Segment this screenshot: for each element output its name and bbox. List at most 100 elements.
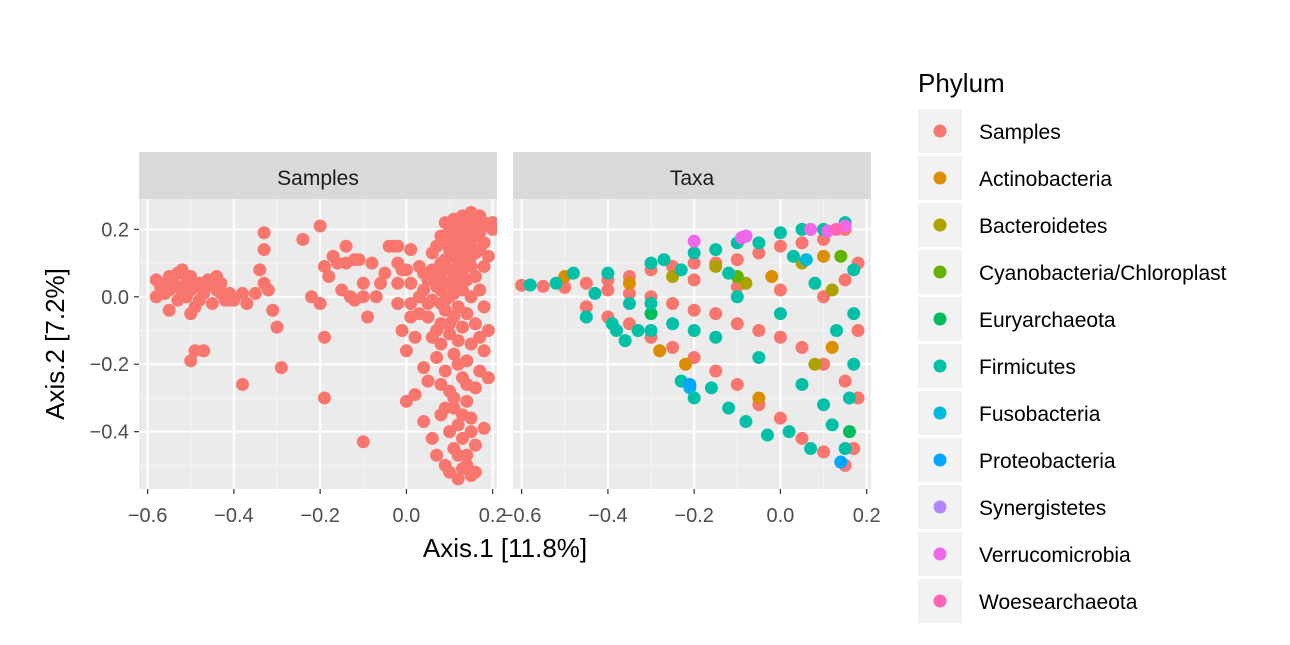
data-point: [722, 401, 736, 415]
data-point: [223, 293, 237, 307]
x-tick-label: −0.4: [214, 505, 253, 527]
data-point: [356, 290, 370, 304]
data-point: [782, 425, 796, 439]
data-point: [378, 266, 392, 280]
data-point: [644, 307, 658, 321]
data-point: [610, 324, 624, 338]
data-point: [408, 330, 422, 344]
legend-item: Cyanobacteria/Chloroplast: [918, 250, 1227, 294]
data-point: [417, 283, 431, 297]
data-point: [313, 297, 327, 311]
data-point: [438, 364, 452, 378]
data-point: [447, 391, 461, 405]
data-point: [795, 377, 809, 391]
data-point: [825, 340, 839, 354]
data-point: [438, 263, 452, 277]
legend-label: Woesearchaeota: [979, 591, 1138, 614]
data-point: [417, 266, 431, 280]
data-point: [808, 276, 822, 290]
x-tick-label: 0.0: [393, 505, 421, 527]
data-point: [549, 276, 563, 290]
legend-label: Proteobacteria: [979, 450, 1116, 473]
data-point: [653, 344, 667, 358]
data-point: [773, 226, 787, 240]
data-point: [447, 347, 461, 361]
legend-swatch: [933, 594, 947, 608]
data-point: [468, 317, 482, 331]
data-point: [443, 425, 457, 439]
data-point: [391, 239, 405, 253]
legend-swatch: [933, 218, 947, 232]
data-point: [162, 303, 176, 317]
data-point: [352, 253, 366, 267]
data-point: [455, 408, 469, 422]
data-point: [679, 357, 693, 371]
legend-swatch: [933, 312, 947, 326]
data-point: [752, 236, 766, 250]
data-point: [266, 303, 280, 317]
data-point: [773, 330, 787, 344]
data-point: [709, 259, 723, 273]
data-point: [773, 307, 787, 321]
data-point: [817, 445, 831, 459]
series-proteobacteria: [683, 377, 848, 469]
data-point: [451, 357, 465, 371]
data-point: [477, 236, 491, 250]
data-point: [430, 448, 444, 462]
data-point: [825, 283, 839, 297]
data-point: [464, 425, 478, 439]
data-point: [179, 270, 193, 284]
data-point: [666, 297, 680, 311]
data-point: [786, 249, 800, 263]
legend-item: Synergistetes: [918, 485, 1106, 529]
data-point: [248, 286, 262, 300]
data-point: [709, 307, 723, 321]
data-point: [842, 391, 856, 405]
data-point: [847, 263, 861, 277]
data-point: [730, 290, 744, 304]
data-point: [455, 320, 469, 334]
data-point: [674, 263, 688, 277]
data-point: [817, 249, 831, 263]
data-point: [240, 297, 254, 311]
data-point: [579, 276, 593, 290]
data-point: [184, 307, 198, 321]
data-point: [795, 236, 809, 250]
data-point: [430, 280, 444, 294]
data-point: [601, 266, 615, 280]
data-point: [601, 283, 615, 297]
data-point: [257, 226, 271, 240]
data-point: [473, 283, 487, 297]
panel-taxa: Taxa −0.6 −0.4 −0.2 0.0 0.2: [502, 152, 881, 527]
data-point: [481, 324, 495, 338]
data-point: [421, 374, 435, 388]
data-point: [687, 256, 701, 270]
data-point: [683, 377, 697, 391]
data-point: [443, 327, 457, 341]
y-tick-label: 0.2: [101, 219, 129, 241]
data-point: [447, 310, 461, 324]
data-point: [374, 276, 388, 290]
data-point: [361, 310, 375, 324]
legend-item: Samples: [918, 109, 1061, 153]
data-point: [799, 253, 813, 267]
data-point: [404, 243, 418, 257]
data-point: [622, 276, 636, 290]
data-point: [468, 222, 482, 236]
y-tick-label: 0.0: [101, 287, 129, 309]
data-point: [579, 310, 593, 324]
data-point: [236, 286, 250, 300]
data-point: [425, 431, 439, 445]
data-point: [838, 442, 852, 456]
data-point: [468, 465, 482, 479]
data-point: [261, 283, 275, 297]
legend-swatch: [933, 453, 947, 467]
legend-label: Synergistetes: [979, 497, 1106, 520]
data-point: [417, 361, 431, 375]
data-point: [536, 279, 550, 293]
data-point: [443, 249, 457, 263]
data-point: [205, 297, 219, 311]
legend-label: Cyanobacteria/Chloroplast: [979, 262, 1227, 285]
